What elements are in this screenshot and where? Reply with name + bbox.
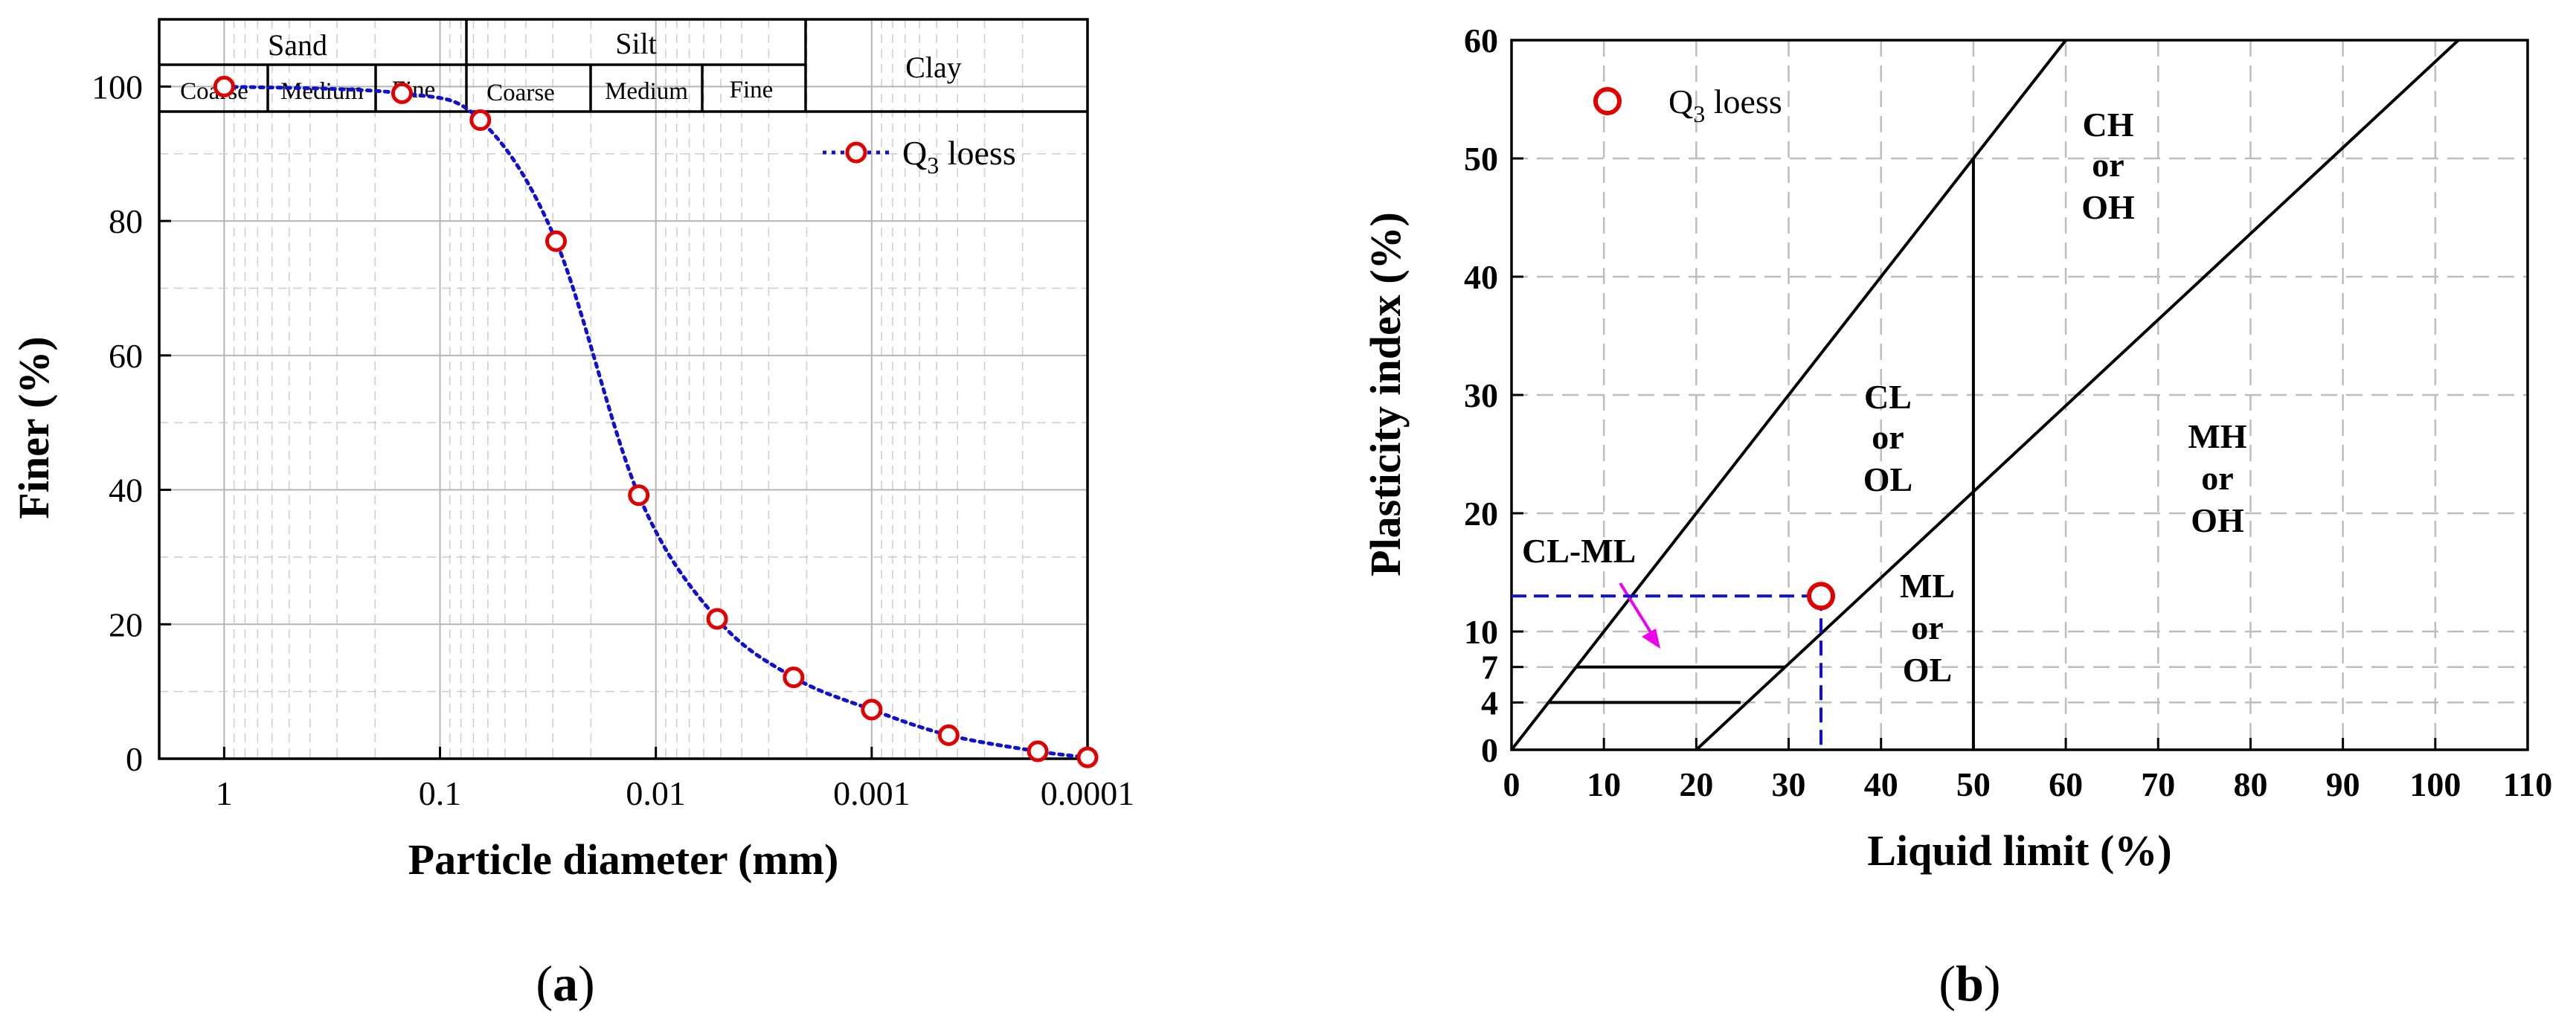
x-tick-label-a: 0.0001 [1041, 774, 1135, 812]
header-silt: Silt [615, 27, 657, 60]
zone-cl-ml: CL-ML [1522, 532, 1636, 570]
chart-b-y-title: Plasticity index (%) [1361, 212, 1410, 576]
x-tick-label-a: 1 [216, 774, 233, 812]
x-tick-label-b: 30 [1772, 765, 1806, 803]
chart-b-reference-lines [1510, 39, 2460, 751]
legend-a-marker [845, 141, 867, 164]
chart-b-legend: Q3 loess [1593, 83, 1782, 127]
data-point-a [861, 698, 883, 721]
data-point-a [213, 75, 235, 97]
x-tick-label-a: 0.1 [419, 774, 462, 812]
x-tick-label-b: 110 [2503, 765, 2552, 803]
data-point-a [706, 608, 728, 630]
y-extra-tick-label-b: 7 [1481, 649, 1498, 687]
header-sand-medium: Medium [280, 78, 364, 105]
data-point-b [1807, 582, 1836, 611]
x-tick-label-b: 60 [2049, 765, 2083, 803]
zone-mh: MH or OH [2188, 417, 2246, 539]
data-point-a [391, 82, 413, 104]
data-point-a [469, 109, 492, 132]
header-silt-medium: Medium [605, 78, 688, 105]
y-tick-label-a: 20 [109, 605, 143, 643]
chart-a-x-title: Particle diameter (mm) [408, 835, 839, 884]
grain-size-chart: Sand Silt Clay Coarse Medium Fine Coarse… [10, 18, 1134, 1012]
chart-b-ticks: 0 10 20 30 40 50 60 70 80 90 100 110 0 10 20 30 40 50 60 47 [1464, 22, 2552, 803]
x-tick-label-b: 40 [1864, 765, 1898, 803]
data-point-a [628, 484, 650, 507]
legend-b-label: Q3 loess [1668, 83, 1782, 127]
zone-cl: CL or OL [1863, 378, 1912, 498]
plasticity-chart: 0 10 20 30 40 50 60 70 80 90 100 110 0 10 20 30 40 50 60 47… [1361, 22, 2552, 1012]
x-tick-label-b: 50 [1956, 765, 1991, 803]
chart-b-grid [1512, 40, 2528, 750]
x-tick-label-b: 80 [2233, 765, 2267, 803]
chart-b-x-title: Liquid limit (%) [1867, 826, 2171, 875]
header-clay: Clay [905, 51, 962, 84]
chart-a-ticks: 1 0.1 0.01 0.001 0.0001 0 20 40 60 80 100 [91, 68, 1134, 812]
x-tick-label-b: 70 [2141, 765, 2175, 803]
y-tick-label-b: 10 [1464, 613, 1498, 651]
y-tick-label-b: 40 [1464, 258, 1498, 296]
panel-b-caption: (b) [1939, 955, 2000, 1012]
y-tick-label-a: 40 [109, 472, 143, 510]
a-line [1695, 39, 2460, 751]
x-tick-label-a: 0.01 [626, 774, 686, 812]
data-point-a [1027, 740, 1049, 762]
data-point-a [783, 666, 805, 689]
zone-ch: CH or OH [2081, 106, 2135, 226]
data-point-a [545, 230, 568, 252]
cl-ml-arrow [1619, 582, 1660, 649]
x-tick-label-b: 90 [2326, 765, 2360, 803]
y-tick-label-b: 20 [1464, 495, 1498, 533]
header-sand-coarse: Coarse [180, 78, 248, 105]
y-extra-tick-label-b: 4 [1481, 684, 1498, 722]
y-tick-label-b: 60 [1464, 22, 1498, 60]
legend-b-marker [1593, 87, 1622, 115]
x-tick-label-b: 20 [1679, 765, 1713, 803]
x-tick-label-a: 0.001 [833, 774, 910, 812]
y-tick-label-a: 0 [126, 740, 143, 778]
y-tick-label-a: 100 [91, 68, 143, 106]
zone-ml: ML or OL [1900, 567, 1955, 689]
x-tick-label-b: 0 [1503, 765, 1520, 803]
x-tick-label-b: 100 [2409, 765, 2461, 803]
x-tick-label-b: 10 [1587, 765, 1621, 803]
chart-a-plot-frame [158, 18, 1089, 760]
header-silt-coarse: Coarse [486, 80, 555, 106]
chart-a-classification-header: Sand Silt Clay Coarse Medium Fine Coarse… [159, 19, 1088, 113]
chart-a-y-title: Finer (%) [10, 336, 58, 518]
legend-a-label: Q3 loess [902, 134, 1016, 179]
header-silt-fine: Fine [730, 77, 774, 103]
chart-a-grid [159, 19, 1088, 759]
y-tick-label-b: 30 [1464, 376, 1498, 414]
chart-b-zone-labels: CH or OH CL or OL ML or OL MH or OH CL-ML [1522, 106, 2247, 689]
y-tick-label-a: 60 [109, 337, 143, 375]
chart-b-series [1512, 582, 1836, 750]
data-point-a [1076, 746, 1099, 768]
data-point-a [937, 724, 960, 746]
y-tick-label-a: 80 [109, 202, 143, 240]
panel-a-caption: (a) [536, 955, 594, 1012]
chart-a-legend: Q3 loess [823, 134, 1016, 179]
header-sand: Sand [268, 28, 327, 62]
y-tick-label-b: 50 [1464, 140, 1498, 178]
y-tick-label-b: 0 [1481, 731, 1498, 769]
chart-a-series [213, 75, 1099, 768]
